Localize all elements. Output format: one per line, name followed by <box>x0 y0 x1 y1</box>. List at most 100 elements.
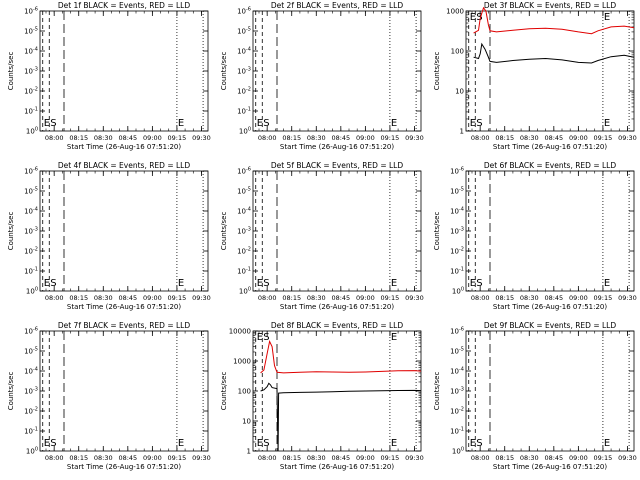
time-marker-label: S <box>50 278 56 289</box>
chart-title: Det 2f BLACK = Events, RED = LLD <box>271 1 404 10</box>
y-tick-label: 10 <box>455 88 464 96</box>
y-tick-label: 100 <box>452 287 464 296</box>
y-tick-label: 10-4 <box>450 207 464 216</box>
plot-frame <box>252 170 422 292</box>
x-tick-label: 09:00 <box>143 134 162 142</box>
y-tick-label: 10-4 <box>24 207 38 216</box>
y-tick-label: 10-1 <box>24 107 38 116</box>
chart-svg: Det 9f BLACK = Events, RED = LLD 100 10-1 1… <box>433 321 637 471</box>
plot-frame <box>39 330 209 452</box>
x-tick-label: 08:15 <box>495 294 514 302</box>
time-marker-label: S <box>50 118 56 129</box>
chart-svg: Det 8f BLACK = Events, RED = LLD10000100… <box>220 321 424 471</box>
x-tick-label: 09:00 <box>569 134 588 142</box>
x-tick-label: 08:45 <box>544 134 563 142</box>
y-tick-label: 10-6 <box>237 7 251 16</box>
y-tick-label: 10-1 <box>24 267 38 276</box>
x-tick-label: 08:45 <box>331 134 350 142</box>
x-tick-label: 08:00 <box>258 294 277 302</box>
time-marker-label: S <box>50 438 56 449</box>
detector-panel-6: Det 6f BLACK = Events, RED = LLD 100 10-1 1… <box>426 160 639 320</box>
y-tick-label: 1000 <box>446 8 464 16</box>
chart-title: Det 7f BLACK = Events, RED = LLD <box>58 321 191 330</box>
time-marker-label: E <box>44 438 50 449</box>
chart-title: Det 1f BLACK = Events, RED = LLD <box>58 1 191 10</box>
x-axis-label: Start Time (26-Aug-16 07:51:20) <box>280 463 394 471</box>
chart-svg: Det 5f BLACK = Events, RED = LLD 100 10-1 1… <box>220 161 424 311</box>
y-tick-label: 10-1 <box>450 427 464 436</box>
y-tick-label: 10-2 <box>237 247 251 256</box>
y-tick-label: 1 <box>247 448 251 456</box>
y-tick-label: 10-6 <box>24 327 38 336</box>
chart-svg: Det 2f BLACK = Events, RED = LLD 100 10-1 1… <box>220 1 424 151</box>
y-tick-label: 10-5 <box>24 27 38 36</box>
chart-title: Det 6f BLACK = Events, RED = LLD <box>484 161 617 170</box>
chart-svg: Det 1f BLACK = Events, RED = LLD 100 10-1 1… <box>7 1 211 151</box>
time-marker-label-top: E <box>604 12 610 23</box>
y-tick-label: 10-2 <box>450 407 464 416</box>
x-tick-label: 08:15 <box>69 134 88 142</box>
time-marker-label: S <box>476 118 482 129</box>
y-tick-label: 10-3 <box>237 67 251 76</box>
detector-panel-8: Det 8f BLACK = Events, RED = LLD 10000 100… <box>213 320 426 480</box>
y-tick-label: 10 <box>242 418 251 426</box>
time-marker-label: S <box>263 278 269 289</box>
time-marker-label: S <box>263 118 269 129</box>
x-tick-label: 08:15 <box>69 454 88 462</box>
time-marker-label: E <box>257 118 263 129</box>
x-tick-label: 09:00 <box>356 454 375 462</box>
y-axis-label: Counts/sec <box>433 52 441 91</box>
x-tick-label: 08:15 <box>282 134 301 142</box>
x-axis-label: Start Time (26-Aug-16 07:51:20) <box>493 303 607 311</box>
y-axis-label: Counts/sec <box>7 52 15 91</box>
y-tick-label: 10-5 <box>24 347 38 356</box>
y-tick-label: 100 <box>26 447 38 456</box>
detector-panel-1: Det 1f BLACK = Events, RED = LLD 100 10-1 1… <box>0 0 213 160</box>
y-tick-label: 10-6 <box>450 327 464 336</box>
x-axis-label: Start Time (26-Aug-16 07:51:20) <box>493 463 607 471</box>
y-axis-label: Counts/sec <box>433 372 441 411</box>
chart-title: Det 8f BLACK = Events, RED = LLD <box>271 321 404 330</box>
y-tick-label: 10-1 <box>237 107 251 116</box>
x-tick-label: 09:15 <box>381 454 400 462</box>
time-marker-label: E <box>178 278 184 289</box>
x-tick-label: 08:45 <box>118 294 137 302</box>
time-marker-label: E <box>391 118 397 129</box>
x-tick-label: 08:45 <box>331 454 350 462</box>
x-tick-label: 09:15 <box>594 294 613 302</box>
x-tick-label: 08:15 <box>282 294 301 302</box>
x-tick-label: 09:30 <box>192 294 211 302</box>
y-tick-label: 10-1 <box>237 267 251 276</box>
y-axis-label: Counts/sec <box>220 372 228 411</box>
plot-frame <box>465 330 635 452</box>
x-tick-label: 09:15 <box>381 294 400 302</box>
y-axis-label: Counts/sec <box>433 212 441 251</box>
y-tick-label: 10-6 <box>450 167 464 176</box>
y-tick-label: 10-4 <box>237 207 251 216</box>
y-tick-label: 10-4 <box>24 367 38 376</box>
x-tick-label: 08:00 <box>471 294 490 302</box>
x-tick-label: 09:15 <box>168 294 187 302</box>
time-marker-label: S <box>263 438 269 449</box>
plot-frame <box>465 170 635 292</box>
time-marker-label-top: S <box>476 12 482 23</box>
x-tick-label: 09:00 <box>143 454 162 462</box>
detector-panel-3: Det 3f BLACK = Events, RED = LLD 1000 100 1… <box>426 0 639 160</box>
x-tick-label: 09:00 <box>143 294 162 302</box>
x-tick-label: 09:30 <box>192 134 211 142</box>
x-tick-label: 08:30 <box>94 454 113 462</box>
chart-svg: Det 7f BLACK = Events, RED = LLD 100 10-1 1… <box>7 321 211 471</box>
y-tick-label: 10-2 <box>450 247 464 256</box>
y-tick-label: 10-6 <box>24 167 38 176</box>
y-tick-label: 100 <box>239 127 251 136</box>
x-tick-label: 09:30 <box>192 454 211 462</box>
series-line-events <box>260 382 422 452</box>
chart-title: Det 5f BLACK = Events, RED = LLD <box>271 161 404 170</box>
y-tick-label: 10-4 <box>450 367 464 376</box>
y-tick-label: 10-3 <box>24 67 38 76</box>
series-line-events <box>473 42 635 64</box>
x-tick-label: 08:30 <box>307 454 326 462</box>
x-tick-label: 08:15 <box>495 454 514 462</box>
x-tick-label: 08:15 <box>69 294 88 302</box>
x-tick-label: 08:30 <box>307 294 326 302</box>
